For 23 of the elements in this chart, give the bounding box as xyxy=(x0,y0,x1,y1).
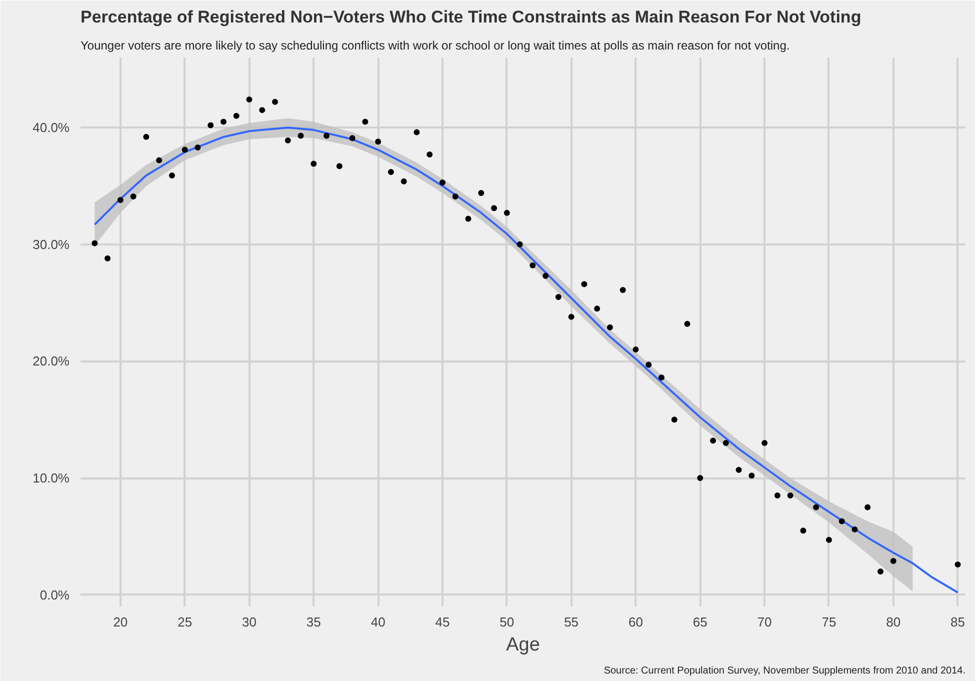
x-tick-label: 50 xyxy=(500,614,514,630)
x-tick-label: 65 xyxy=(692,614,708,630)
y-tick-label: 10.0% xyxy=(32,470,70,486)
x-tick-label: 40 xyxy=(370,614,386,630)
x-tick-label: 25 xyxy=(178,614,192,630)
x-tick-label: 60 xyxy=(628,614,643,630)
x-tick-label: 75 xyxy=(822,614,836,630)
y-tick-label: 0.0% xyxy=(40,587,70,602)
x-tick-label: 85 xyxy=(950,614,966,630)
y-tick-label: 20.0% xyxy=(32,354,70,369)
chart-title: Percentage of Registered Non−Voters Who Cite Time Constraints as Main Reason For Not Voting xyxy=(80,8,862,26)
source-note: Source: Current Population Survey, November Supplements from 2010 and 2014. xyxy=(604,666,966,676)
x-tick-label: 30 xyxy=(242,614,256,630)
x-tick-label: 20 xyxy=(113,614,128,630)
x-tick-label: 35 xyxy=(306,614,321,630)
x-tick-label: 55 xyxy=(564,614,579,630)
y-tick-label: 40.0% xyxy=(32,120,70,136)
x-tick-label: 80 xyxy=(886,614,901,630)
y-tick-label: 30.0% xyxy=(32,236,70,252)
x-axis-title: Age xyxy=(506,634,540,656)
chart-subtitle: Younger voters are more likely to say scheduling conflicts with work or school or long wait times at polls as main reason for not voting. xyxy=(80,38,790,52)
x-tick-label: 70 xyxy=(757,614,772,630)
x-tick-label: 45 xyxy=(435,614,450,630)
